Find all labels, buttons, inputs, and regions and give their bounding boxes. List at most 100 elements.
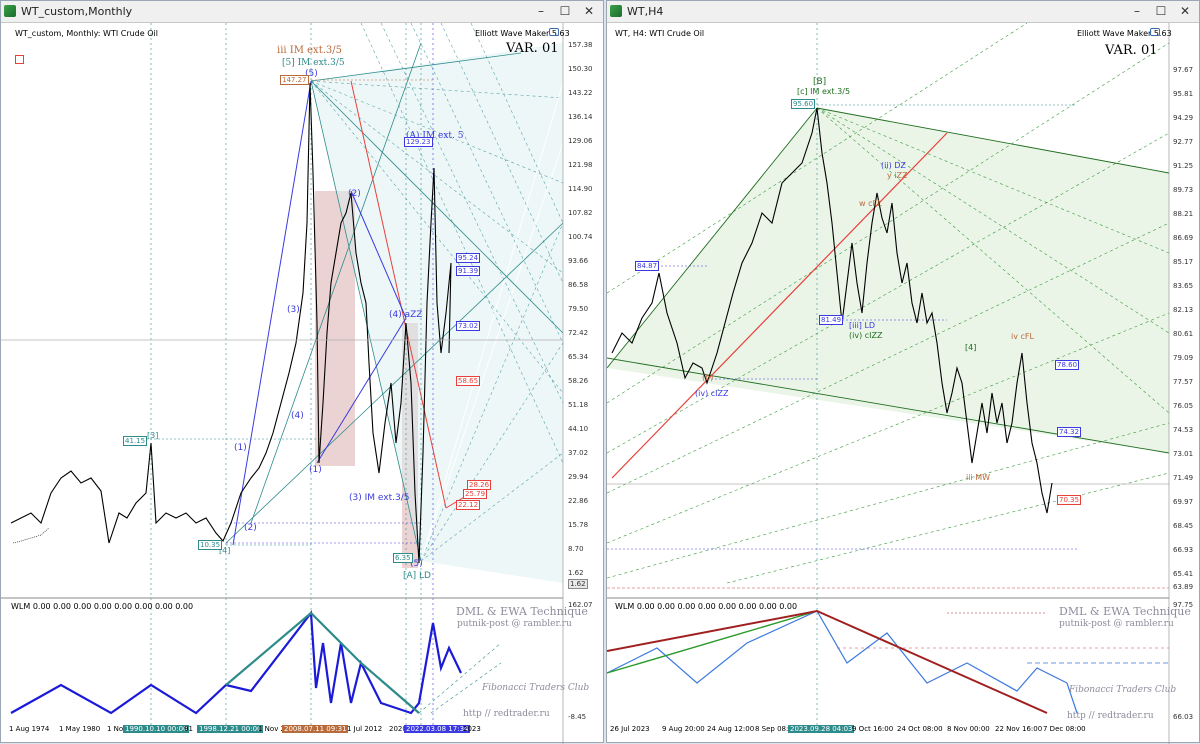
price-tag: 70.35 bbox=[1057, 495, 1082, 505]
price-tick: 68.45 bbox=[1173, 522, 1194, 530]
watermark: putnik-post @ rambler.ru bbox=[1059, 619, 1174, 629]
price-tick: 73.01 bbox=[1173, 450, 1194, 458]
chart-canvas bbox=[607, 23, 1170, 744]
wave-label: [4] bbox=[219, 546, 231, 555]
price-tick: 91.25 bbox=[1173, 162, 1194, 170]
time-tick: 1 Nov 200 bbox=[258, 725, 294, 733]
time-tick: 1 Jul 2012 bbox=[347, 725, 383, 733]
window-title: WT,H4 bbox=[627, 5, 664, 18]
price-tick: 37.02 bbox=[568, 449, 589, 457]
price-tick: 77.57 bbox=[1173, 378, 1194, 386]
wave-label: (1) bbox=[234, 443, 247, 453]
osc-tick: -8.45 bbox=[568, 713, 587, 721]
price-tick: 86.58 bbox=[568, 281, 589, 289]
price-tick: 88.21 bbox=[1173, 210, 1194, 218]
osc-tick: 162.07 bbox=[568, 601, 593, 609]
price-tick: 22.86 bbox=[568, 497, 589, 505]
time-tick: 9 Oct 16:00 bbox=[852, 725, 894, 733]
price-tick: 157.38 bbox=[568, 41, 593, 49]
wave-label: (iv) cIZZ bbox=[695, 389, 729, 398]
watermark: DML & EWA Technique bbox=[1059, 605, 1191, 618]
maximize-button[interactable]: ☐ bbox=[1155, 4, 1167, 18]
price-tag: 10.35 bbox=[198, 540, 223, 550]
indicator-icon bbox=[1150, 28, 1160, 36]
price-tick: 100.74 bbox=[568, 233, 593, 241]
price-tick: 86.69 bbox=[1173, 234, 1194, 242]
window-title: WT_custom,Monthly bbox=[21, 5, 133, 18]
chart-info-label: WT, H4: WTI Crude Oil bbox=[615, 29, 705, 38]
time-tick: 2023 bbox=[463, 725, 481, 733]
price-tick: 66.93 bbox=[1173, 546, 1194, 554]
wave-label: (1) bbox=[309, 465, 322, 475]
price-tick: 65.34 bbox=[568, 353, 589, 361]
chart-window-icon bbox=[610, 5, 622, 17]
price-tick: 76.05 bbox=[1173, 402, 1194, 410]
price-tick: 93.66 bbox=[568, 257, 589, 265]
wlm-indicator-label: WLM 0.00 0.00 0.00 0.00 0.00 0.00 0.00 0… bbox=[11, 602, 194, 611]
maximize-button[interactable]: ☐ bbox=[559, 4, 571, 18]
price-tick: 74.53 bbox=[1173, 426, 1194, 434]
price-tag: 84.87 bbox=[635, 261, 660, 271]
indicator-label: Elliott Wave Maker 5.63 bbox=[1077, 29, 1172, 38]
chart-window-h4[interactable]: WT,H4 – ☐ ✕ bbox=[606, 0, 1200, 744]
close-button[interactable]: ✕ bbox=[583, 4, 595, 18]
price-tick: 79.50 bbox=[568, 305, 589, 313]
titlebar[interactable]: WT,H4 – ☐ ✕ bbox=[607, 1, 1199, 23]
osc-tick: 66.03 bbox=[1173, 713, 1194, 721]
wlm-indicator-label: WLM 0.00 0.00 0.00 0.00 0.00 0.00 0.00 0… bbox=[615, 602, 798, 611]
wave-label: [3] bbox=[147, 431, 159, 440]
time-tick: 9 Aug 20:00 bbox=[662, 725, 705, 733]
wave-label: iii IM ext.3/5 bbox=[277, 45, 342, 56]
time-marker: 2022.03.08 17:34 bbox=[404, 725, 471, 733]
time-tick: 8 Nov 00:00 bbox=[947, 725, 990, 733]
indicator-label: Elliott Wave Maker 5.63 bbox=[475, 29, 570, 38]
wave-label: (b) bbox=[702, 373, 714, 382]
price-tick: 51.18 bbox=[568, 401, 589, 409]
wave-label: [4] bbox=[965, 343, 977, 352]
price-tag: 78.60 bbox=[1055, 360, 1080, 370]
price-chart[interactable]: WT_custom, Monthly: WTI Crude Oil Elliot… bbox=[1, 23, 603, 744]
price-chart[interactable]: WT, H4: WTI Crude Oil Elliott Wave Maker… bbox=[607, 23, 1199, 744]
price-tag: 81.49 bbox=[819, 315, 844, 325]
wave-label: (A) IM ext. 5 bbox=[406, 131, 464, 141]
price-tick: 129.06 bbox=[568, 137, 593, 145]
time-marker: 1998.12.21 00:00 bbox=[197, 725, 264, 733]
price-tick: 80.61 bbox=[1173, 330, 1194, 338]
minimize-button[interactable]: – bbox=[1134, 4, 1140, 18]
time-tick: 22 Nov 16:00 bbox=[995, 725, 1043, 733]
price-tag: 91.39 bbox=[456, 266, 481, 276]
price-tick: 89.73 bbox=[1173, 186, 1194, 194]
titlebar[interactable]: WT_custom,Monthly – ☐ ✕ bbox=[1, 1, 603, 23]
chart-window-icon bbox=[4, 5, 16, 17]
price-tag: 147.27 bbox=[280, 75, 309, 85]
time-tick: 1 May 1980 bbox=[59, 725, 101, 733]
watermark: Fibonacci Traders Club bbox=[482, 683, 590, 693]
time-marker: 2023.09.28 04:03 bbox=[788, 725, 855, 733]
price-tick: 72.42 bbox=[568, 329, 589, 337]
chart-canvas bbox=[1, 23, 564, 744]
price-tick: 107.82 bbox=[568, 209, 593, 217]
indicator-icon bbox=[549, 28, 559, 36]
wave-label: [A] LD bbox=[403, 571, 431, 581]
price-tag: 41.15 bbox=[123, 436, 148, 446]
price-tick: 85.17 bbox=[1173, 258, 1194, 266]
price-tick: 69.97 bbox=[1173, 498, 1194, 506]
price-tick: 29.94 bbox=[568, 473, 589, 481]
watermark: putnik-post @ rambler.ru bbox=[457, 619, 572, 629]
chart-window-monthly[interactable]: WT_custom,Monthly – ☐ ✕ bbox=[0, 0, 604, 744]
time-tick: 1 Aug 1974 bbox=[9, 725, 50, 733]
time-marker: 2008.07.11 09:31 bbox=[282, 725, 349, 733]
price-tick: 15.78 bbox=[568, 521, 589, 529]
price-tick: 94.29 bbox=[1173, 114, 1194, 122]
current-price-tag: 1.62 bbox=[568, 579, 588, 589]
watermark: DML & EWA Technique bbox=[456, 605, 588, 618]
wave-label: iii MW bbox=[966, 473, 991, 482]
close-button[interactable]: ✕ bbox=[1179, 4, 1191, 18]
red-square-marker bbox=[15, 55, 24, 64]
minimize-button[interactable]: – bbox=[538, 4, 544, 18]
wave-label: y iZZ bbox=[887, 171, 908, 180]
price-tag: 6.35 bbox=[393, 553, 413, 563]
price-tag: 74.32 bbox=[1057, 427, 1082, 437]
price-tick: 97.67 bbox=[1173, 66, 1194, 74]
wave-label: (4) bbox=[291, 411, 304, 421]
